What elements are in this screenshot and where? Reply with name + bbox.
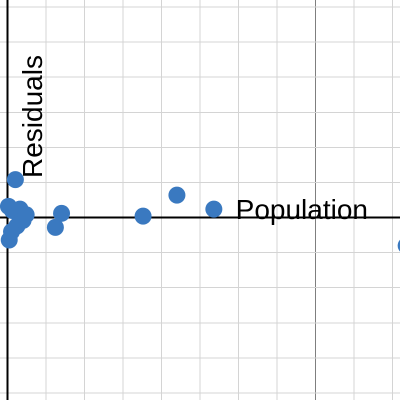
data-point bbox=[46, 218, 64, 236]
data-point bbox=[168, 186, 186, 204]
data-point bbox=[6, 171, 24, 189]
data-point bbox=[17, 206, 35, 224]
data-point bbox=[205, 200, 223, 218]
y-axis-label: Residuals bbox=[17, 55, 48, 178]
data-points bbox=[0, 171, 400, 252]
data-point bbox=[53, 204, 71, 222]
data-point bbox=[397, 239, 400, 252]
data-point bbox=[134, 207, 152, 225]
x-axis-label: Population bbox=[236, 194, 368, 225]
